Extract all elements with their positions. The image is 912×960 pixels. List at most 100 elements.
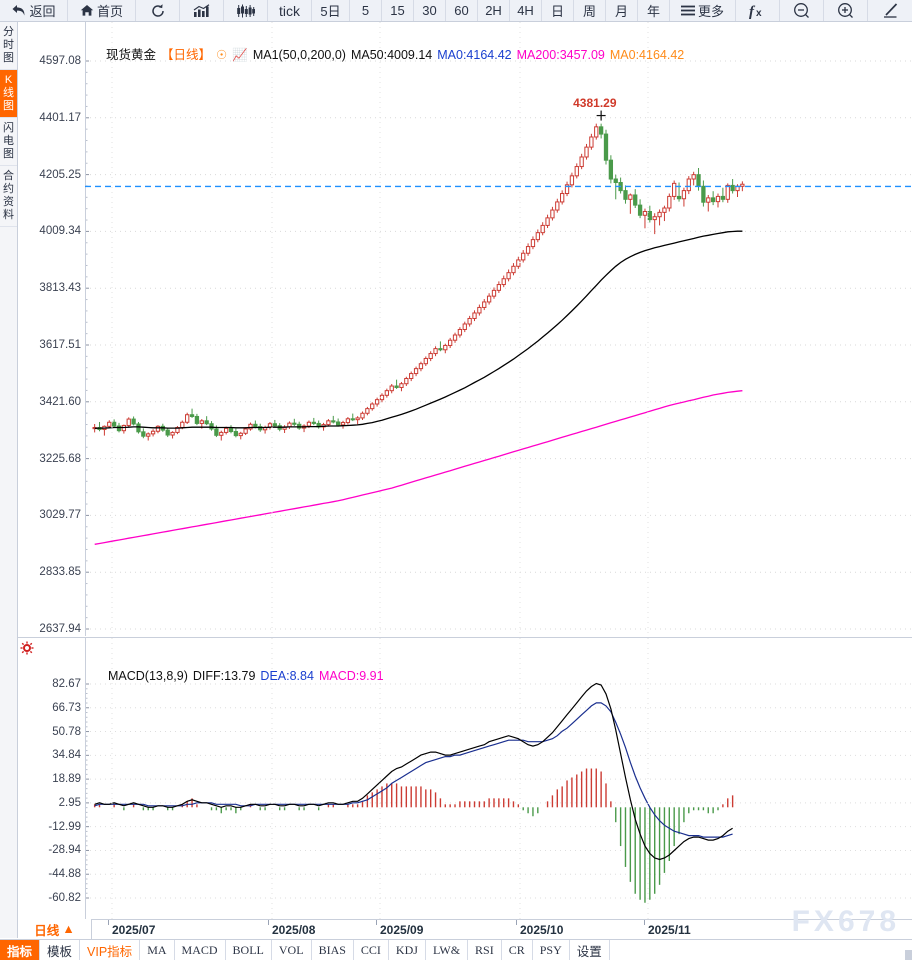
candlestick-svg: [85, 22, 912, 636]
period-day-button[interactable]: 日: [542, 0, 574, 21]
date-axis: 2025/07 2025/08 2025/09 2025/10 2025/11: [18, 919, 912, 939]
indbar-tab-lw[interactable]: LW&: [426, 940, 469, 960]
price-y-tick-label: 2637.94: [39, 623, 81, 635]
date-axis-label: 2025/07: [112, 923, 156, 937]
macd-y-tick-label: -44.88: [48, 868, 81, 881]
macd-chart-panel[interactable]: 82.67 66.73 50.78 34.84 18.89 2.95 -12.99 -28.9…: [18, 637, 912, 920]
draw-button[interactable]: [868, 0, 912, 21]
peak-price-label: 4381.29: [573, 95, 617, 110]
period-month-button[interactable]: 月: [606, 0, 638, 21]
period-2h-button-label: 2H: [485, 3, 502, 18]
price-chart-panel[interactable]: 4597.08 4401.17 4205.25 4009.34 3813.43 3617.…: [18, 22, 912, 636]
date-tick: [376, 920, 377, 925]
tick-button[interactable]: tick: [268, 0, 312, 21]
period-30min-button[interactable]: 30: [414, 0, 446, 21]
period-15min-button[interactable]: 15: [382, 0, 414, 21]
more-button-label: 更多: [697, 4, 724, 19]
zoom-in-button[interactable]: [824, 0, 868, 21]
date-tick: [268, 920, 269, 925]
date-axis-label: 2025/11: [648, 923, 691, 937]
refresh-icon: [150, 3, 166, 19]
price-y-tick-label: 3225.68: [39, 452, 81, 465]
indbar-tab-ma[interactable]: MA: [140, 940, 175, 960]
date-axis-label: 2025/09: [380, 923, 424, 937]
price-plot-area[interactable]: 4381.29: [85, 22, 912, 636]
sidebar-item-lightning[interactable]: 闪电图: [0, 118, 17, 166]
sidebar-item-contract[interactable]: 合约资料: [0, 166, 17, 227]
indbar-tab-cci[interactable]: CCI: [354, 940, 389, 960]
indbar-tab-zhibiao[interactable]: 指标: [0, 940, 41, 960]
back-button-label: 返回: [29, 4, 56, 19]
price-y-axis: 4597.08 4401.17 4205.25 4009.34 3813.43 3617.…: [18, 22, 85, 636]
cycle-tag-button[interactable]: 日线 ▲: [18, 919, 92, 939]
period-day-button-label: 日: [550, 4, 564, 19]
chart-type-button[interactable]: [180, 0, 224, 21]
indbar-tab-kdj[interactable]: KDJ: [389, 940, 426, 960]
macd-y-tick-label: 18.89: [52, 773, 81, 786]
price-y-tick-label: 3029.77: [39, 509, 81, 522]
sidebar-item-kline[interactable]: K线图: [0, 70, 17, 118]
period-5day-button[interactable]: 5日: [312, 0, 350, 21]
period-year-button[interactable]: 年: [638, 0, 670, 21]
zoom-out-button[interactable]: [780, 0, 824, 21]
hamburger-icon: [680, 5, 695, 16]
indbar-tab-psy[interactable]: PSY: [533, 940, 570, 960]
price-y-tick-label: 4597.08: [39, 55, 81, 67]
period-5day-button-label: 5日: [320, 4, 341, 19]
period-5min-button-label: 5: [361, 3, 370, 18]
macd-y-tick-label: 34.84: [52, 749, 81, 762]
sidebar-item-timeshare[interactable]: 分时图: [0, 22, 17, 70]
macd-y-axis: 82.67 66.73 50.78 34.84 18.89 2.95 -12.99 -28.9…: [18, 638, 85, 919]
cycle-tag-arrow-icon: ▲: [62, 922, 75, 936]
macd-svg: [85, 638, 912, 920]
indbar-tab-boll[interactable]: BOLL: [226, 940, 272, 960]
candlestick-icon: [236, 4, 255, 18]
macd-plot-area[interactable]: [85, 638, 912, 920]
price-y-tick-label: 4205.25: [39, 168, 81, 181]
indbar-tab-macd[interactable]: MACD: [175, 940, 226, 960]
left-sidebar: 分时图 K线图 闪电图 合约资料: [0, 22, 18, 938]
period-15min-button-label: 15: [390, 3, 405, 18]
macd-settings-sun-icon[interactable]: [20, 641, 34, 655]
indbar-tab-settings[interactable]: 设置: [570, 940, 610, 960]
macd-y-tick-label: -12.99: [48, 820, 81, 833]
indbar-tab-moban[interactable]: 模板: [40, 940, 81, 960]
date-tick: [644, 920, 645, 925]
macd-y-tick-label: -28.94: [48, 844, 81, 857]
indbar-tab-cr[interactable]: CR: [502, 940, 533, 960]
refresh-button[interactable]: [136, 0, 180, 21]
period-week-button[interactable]: 周: [574, 0, 606, 21]
bar-chart-icon: [193, 3, 211, 18]
candles-button[interactable]: [224, 0, 268, 21]
indbar-tab-bias[interactable]: BIAS: [312, 940, 354, 960]
svg-text:x: x: [756, 8, 762, 19]
macd-y-tick-label: 50.78: [52, 725, 81, 738]
cycle-tag-label: 日线: [34, 923, 60, 938]
home-button[interactable]: 首页: [68, 0, 136, 21]
date-axis-label: 2025/08: [272, 923, 316, 937]
indbar-tab-vol[interactable]: VOL: [272, 940, 312, 960]
scrollbar-corner[interactable]: [905, 950, 912, 960]
period-60min-button[interactable]: 60: [446, 0, 478, 21]
zoom-in-icon: [837, 2, 854, 19]
period-60min-button-label: 60: [454, 3, 469, 18]
indbar-tab-vip[interactable]: VIP指标: [80, 940, 141, 960]
period-30min-button-label: 30: [422, 3, 437, 18]
price-y-tick-label: 2833.85: [39, 566, 81, 579]
home-button-label: 首页: [96, 4, 123, 19]
pencil-icon: [882, 3, 899, 18]
indbar-tab-rsi[interactable]: RSI: [468, 940, 502, 960]
period-5min-button[interactable]: 5: [350, 0, 382, 21]
period-4h-button[interactable]: 4H: [510, 0, 542, 21]
back-button[interactable]: 返回: [0, 0, 68, 21]
period-month-button-label: 月: [614, 4, 628, 19]
svg-text:f: f: [749, 4, 756, 19]
top-toolbar: 返回 首页 tick 5日 5 15 30 60 2H 4H 日 周 月 年 更多 f x: [0, 0, 912, 22]
date-tick: [516, 920, 517, 925]
more-button[interactable]: 更多: [670, 0, 736, 21]
period-2h-button[interactable]: 2H: [478, 0, 510, 21]
period-year-button-label: 年: [646, 4, 660, 19]
